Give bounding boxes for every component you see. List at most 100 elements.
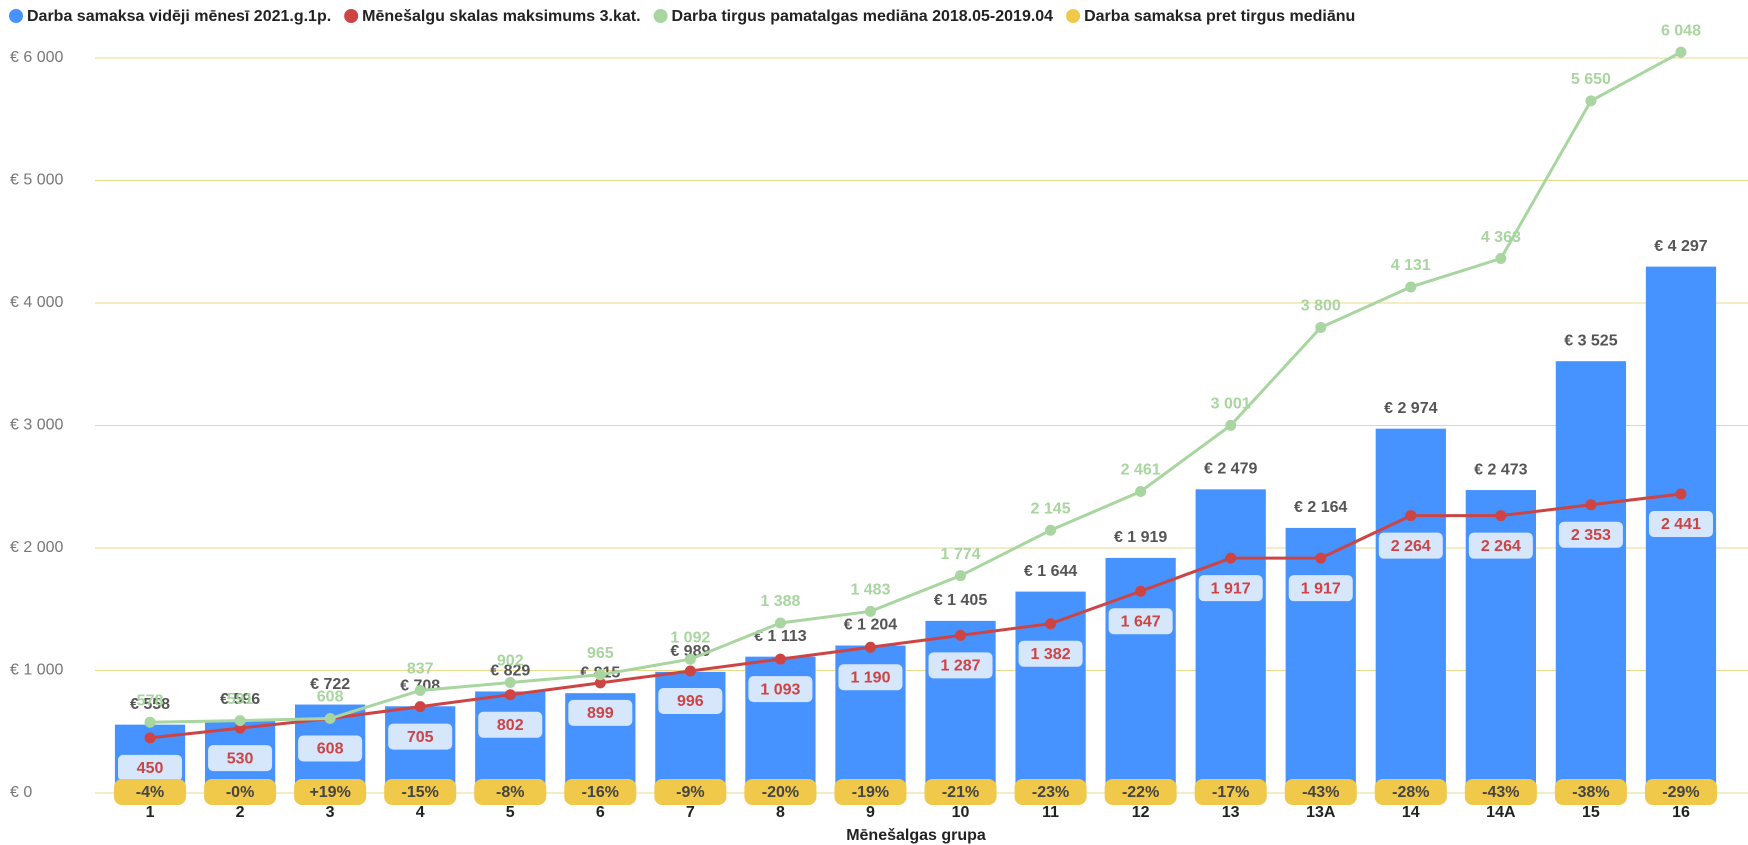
line-label: 1 647 bbox=[1121, 613, 1161, 630]
line-point bbox=[1495, 253, 1507, 265]
line-point bbox=[774, 653, 786, 665]
line-point bbox=[955, 629, 967, 641]
line-point bbox=[1405, 510, 1417, 522]
label-box bbox=[1648, 510, 1713, 537]
x-tick-label: 14A bbox=[1486, 804, 1516, 821]
line-label: 2 461 bbox=[1121, 462, 1161, 479]
line-point bbox=[144, 732, 156, 744]
line-label: 578 bbox=[137, 692, 164, 709]
line-label: 2 264 bbox=[1391, 538, 1431, 555]
badge bbox=[1014, 779, 1087, 805]
badge-label: -20% bbox=[762, 784, 799, 801]
line-label: 530 bbox=[227, 750, 254, 767]
x-tick-label: 3 bbox=[326, 804, 335, 821]
label-box bbox=[1198, 575, 1263, 602]
bar-label: € 558 bbox=[130, 696, 170, 713]
line-label: 1 917 bbox=[1211, 580, 1251, 597]
line-label: 4 363 bbox=[1481, 229, 1521, 246]
badge-label: -0% bbox=[226, 784, 254, 801]
badge-label: -8% bbox=[496, 784, 524, 801]
badge bbox=[1374, 779, 1447, 805]
badge bbox=[1644, 779, 1717, 805]
bar-label: € 722 bbox=[310, 676, 350, 693]
badge bbox=[1104, 779, 1177, 805]
line-label: 902 bbox=[497, 653, 524, 670]
badge-label: -21% bbox=[942, 784, 979, 801]
bar bbox=[475, 691, 546, 793]
badge bbox=[564, 779, 637, 805]
badge bbox=[654, 779, 727, 805]
line bbox=[149, 492, 1682, 740]
x-tick-label: 2 bbox=[236, 804, 245, 821]
legend-marker bbox=[9, 9, 23, 23]
line-point bbox=[594, 669, 606, 681]
badge bbox=[1194, 779, 1267, 805]
line-point bbox=[1495, 510, 1507, 522]
line-point bbox=[1315, 322, 1327, 333]
line-label: 3 800 bbox=[1301, 298, 1341, 315]
bar-label: € 4 297 bbox=[1654, 238, 1707, 255]
bar-label: € 2 479 bbox=[1204, 461, 1257, 478]
badge bbox=[1284, 779, 1357, 805]
line-point bbox=[1585, 499, 1597, 511]
label-box bbox=[118, 754, 183, 781]
bar-label: € 2 974 bbox=[1384, 400, 1437, 417]
label-box bbox=[1468, 532, 1533, 559]
legend-marker bbox=[653, 9, 668, 23]
line-point bbox=[684, 653, 696, 665]
line-label: 705 bbox=[407, 729, 434, 746]
line-label: 965 bbox=[587, 645, 614, 662]
line-point bbox=[504, 689, 516, 701]
legend-label: Darba samaksa vidēji mēnesī 2021.g.1p. bbox=[27, 8, 331, 25]
line-label: 996 bbox=[677, 693, 704, 710]
legend-label: Darba tirgus pamatalgas mediāna 2018.05-… bbox=[672, 8, 1054, 25]
badge-label: -17% bbox=[1212, 784, 1249, 801]
line-label: 1 774 bbox=[941, 546, 981, 563]
x-tick-label: 15 bbox=[1582, 804, 1600, 821]
badge bbox=[744, 779, 817, 805]
line-point bbox=[1045, 618, 1057, 630]
y-tick-label: € 1 000 bbox=[10, 662, 63, 679]
line-label: 1 382 bbox=[1031, 646, 1071, 663]
line-point bbox=[414, 701, 426, 713]
line-label: 2 145 bbox=[1031, 500, 1071, 517]
bar-label: € 829 bbox=[490, 663, 530, 680]
badge bbox=[1554, 779, 1627, 805]
x-tick-label: 8 bbox=[776, 804, 785, 821]
badge bbox=[294, 779, 367, 805]
line-label: 4 131 bbox=[1391, 257, 1431, 274]
badge-label: -43% bbox=[1482, 784, 1519, 801]
y-tick-label: € 5 000 bbox=[10, 172, 63, 189]
label-box bbox=[928, 652, 993, 679]
line-point bbox=[864, 605, 876, 617]
line-label: 899 bbox=[587, 705, 614, 722]
line-point bbox=[1405, 281, 1417, 293]
badge-label: -38% bbox=[1572, 784, 1609, 801]
line-point bbox=[234, 715, 246, 727]
badge-label: -29% bbox=[1662, 784, 1699, 801]
bar-label: € 1 204 bbox=[844, 617, 897, 634]
line-label: 2 353 bbox=[1571, 527, 1611, 544]
y-tick-label: € 6 000 bbox=[10, 49, 63, 66]
bar bbox=[925, 620, 996, 793]
label-box bbox=[208, 745, 273, 772]
x-tick-label: 9 bbox=[866, 804, 875, 821]
badge bbox=[474, 779, 547, 805]
line-point bbox=[1585, 95, 1597, 107]
x-tick-label: 16 bbox=[1672, 804, 1690, 821]
x-tick-label: 13A bbox=[1306, 804, 1336, 821]
line-label: 450 bbox=[137, 760, 164, 777]
badge bbox=[384, 779, 457, 805]
badge-label: -9% bbox=[676, 784, 704, 801]
bar bbox=[1375, 428, 1446, 793]
legend-marker bbox=[1066, 9, 1081, 23]
bar-label: € 3 525 bbox=[1564, 332, 1617, 349]
legend-marker bbox=[344, 9, 359, 23]
line-point bbox=[684, 665, 696, 677]
line-point bbox=[864, 641, 876, 653]
x-tick-label: 12 bbox=[1132, 804, 1150, 821]
legend-label: Darba samaksa pret tirgus mediānu bbox=[1084, 8, 1355, 25]
line-label: 2 264 bbox=[1481, 538, 1521, 555]
badge-label: +19% bbox=[309, 784, 350, 801]
